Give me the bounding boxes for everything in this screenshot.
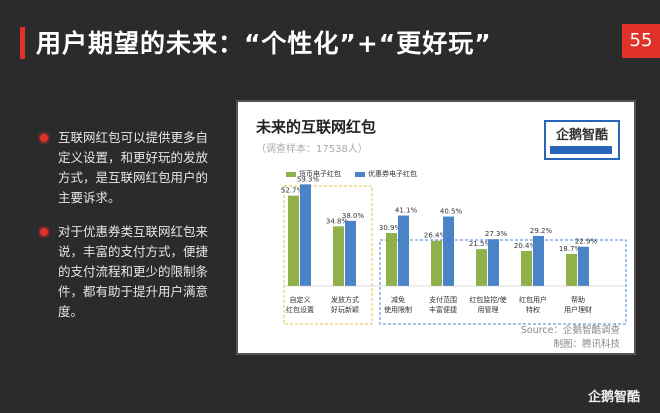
logo-strip	[550, 146, 612, 154]
data-label: 38.0%	[342, 212, 365, 220]
category-label: 减免	[391, 295, 405, 304]
bullet-list: 互联网红包可以提供更多自定义设置，和更好玩的发放方式，是互联网红包用户的主要诉求…	[38, 128, 213, 336]
legend-swatch	[286, 171, 296, 177]
page-title: 用户期望的未来：“个性化”+“更好玩”	[36, 29, 492, 58]
bar	[300, 184, 311, 286]
category-label: 好玩新颖	[331, 305, 359, 314]
bullet-item: 对于优惠券类互联网红包来说，丰富的支付方式，便捷的支付流程和更少的限制条件，都有…	[38, 222, 213, 322]
bar	[443, 216, 454, 286]
data-label: 26.4%	[424, 232, 447, 240]
bar	[345, 220, 356, 286]
bar	[533, 235, 544, 286]
category-label: 自定义	[290, 295, 311, 304]
bar	[333, 226, 344, 286]
brand-logo: 企鹅智酷	[544, 120, 620, 160]
chart-panel: 未来的互联网红包 （调查样本：17538人） 企鹅智酷 货币电子红包 优惠券电子…	[236, 100, 636, 355]
bar	[521, 251, 532, 286]
page-number-badge: 55	[622, 24, 660, 58]
legend-label: 优惠券电子红包	[368, 170, 417, 178]
source-line: 制图：腾讯科技	[553, 339, 620, 350]
category-label: 帮助	[571, 295, 585, 304]
legend-label: 货币电子红包	[299, 170, 341, 178]
category-label: 红包设置	[286, 305, 314, 314]
data-label: 18.7%	[559, 245, 582, 253]
category-label: 用户理财	[564, 305, 592, 314]
logo-text: 企鹅智酷	[555, 128, 608, 143]
data-label: 59.3%	[297, 175, 320, 183]
data-label: 21.5%	[469, 240, 492, 248]
title-accent-bar	[20, 27, 25, 59]
bullet-text: 互联网红包可以提供更多自定义设置，和更好玩的发放方式，是互联网红包用户的主要诉求…	[58, 130, 209, 205]
category-label: 支付范围	[429, 295, 457, 304]
bullet-item: 互联网红包可以提供更多自定义设置，和更好玩的发放方式，是互联网红包用户的主要诉求…	[38, 128, 213, 208]
category-label: 发放方式	[331, 295, 359, 304]
bar	[288, 195, 299, 286]
bar	[476, 249, 487, 286]
bullet-text: 对于优惠券类互联网红包来说，丰富的支付方式，便捷的支付流程和更少的限制条件，都有…	[58, 224, 209, 319]
legend-item: 货币电子红包	[286, 169, 341, 179]
data-label: 22.9%	[575, 238, 598, 246]
data-label: 40.5%	[440, 208, 463, 216]
legend-item: 优惠券电子红包	[355, 169, 417, 179]
bar	[386, 233, 397, 286]
category-label: 红包用户	[519, 295, 547, 304]
chart-title: 未来的互联网红包	[256, 118, 377, 136]
category-label: 用管理	[478, 305, 499, 314]
data-label: 52.7%	[281, 187, 304, 195]
data-label: 34.8%	[326, 217, 349, 225]
category-label: 特权	[526, 305, 540, 314]
bar	[578, 246, 589, 286]
source-line: Source：企鹅智酷调查	[520, 325, 620, 336]
group-outline	[283, 185, 373, 325]
chart-legend: 货币电子红包 优惠券电子红包	[286, 169, 417, 179]
data-label: 29.2%	[530, 227, 553, 235]
chart-subtitle: （调查样本：17538人）	[256, 144, 368, 155]
bullet-dot-icon	[40, 228, 48, 236]
brand-footer: 企鹅智酷	[587, 390, 640, 405]
data-label: 27.3%	[485, 230, 508, 238]
bar	[431, 240, 442, 286]
data-label: 30.9%	[379, 224, 402, 232]
bar	[488, 239, 499, 286]
bullet-dot-icon	[40, 134, 48, 142]
bar	[566, 253, 577, 286]
category-label: 使用限制	[384, 305, 412, 314]
data-label: 41.1%	[395, 207, 418, 215]
group-outline	[379, 239, 627, 325]
chart-source: Source：企鹅智酷调查 制图：腾讯科技	[521, 324, 620, 352]
category-label: 红包监控/使	[469, 295, 506, 304]
data-label: 20.4%	[514, 242, 537, 250]
legend-swatch	[355, 171, 365, 177]
bar	[398, 215, 409, 286]
category-label: 丰富便捷	[429, 305, 457, 314]
